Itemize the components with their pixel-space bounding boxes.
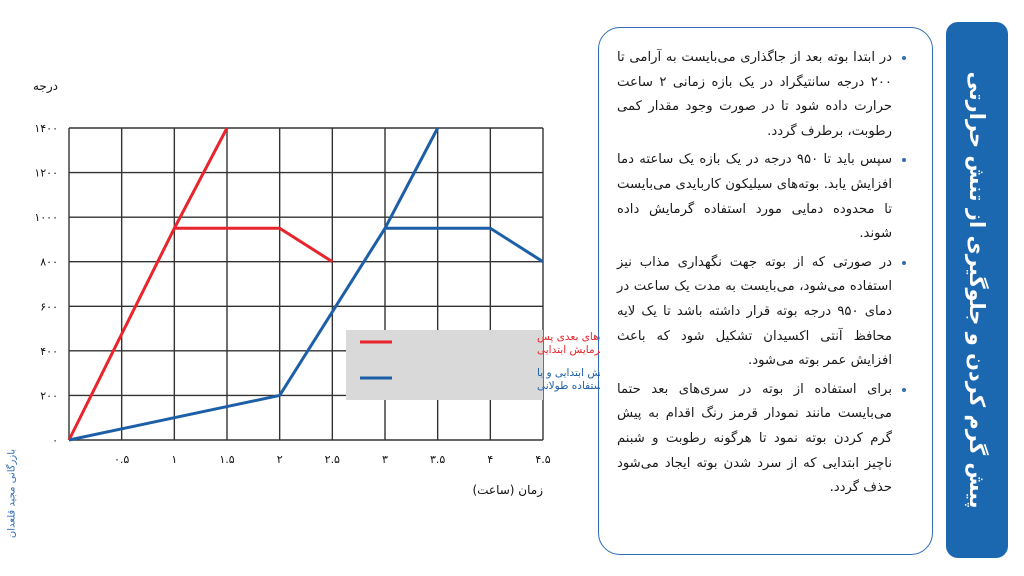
legend-label: در استفاده‌های بعدی پساز پیش گرمایش ابتد…: [537, 331, 600, 356]
y-axis-label: درجه: [33, 79, 58, 94]
y-tick-label: ۱۲۰۰: [34, 167, 58, 180]
bullet-item: در صورتی که از بوته جهت نگهداری مذاب نیز…: [617, 251, 892, 374]
x-tick-label: ۱: [171, 453, 177, 466]
series-branch-1: [173, 127, 229, 229]
bullet-item: برای استفاده از بوته در سری‌های بعد حتما…: [617, 378, 892, 501]
bullet-item: سپس باید تا ۹۵۰ درجه در یک بازه یک ساعته…: [617, 148, 892, 246]
x-tick-label: ۲: [277, 453, 283, 466]
x-tick-label: ۰.۵: [114, 453, 129, 466]
x-tick-label: ۱.۵: [219, 453, 234, 466]
x-tick-label: ۳.۵: [430, 453, 445, 466]
bullet-item: در ابتدا بوته بعد از جاگذاری می‌بایست به…: [617, 46, 892, 144]
page-title: پیش گرم کردن و جلوگیری از تنش حرارتی: [965, 71, 989, 509]
y-tick-label: ۸۰۰: [40, 256, 58, 269]
x-axis-label: زمان (ساعت): [472, 483, 543, 498]
legend-label: پیش گرمایش ابتدایی و یاپس از عدم استفاده…: [537, 366, 600, 392]
series-line-1: [67, 226, 334, 441]
title-banner: پیش گرم کردن و جلوگیری از تنش حرارتی: [946, 22, 1008, 558]
x-tick-label: ۴.۵: [535, 453, 550, 466]
y-tick-label: ۴۰۰: [40, 345, 58, 358]
series-branch-2: [383, 127, 439, 229]
chart: ۰ ۲۰۰ ۴۰۰ ۶۰۰ ۸۰۰ ۱۰۰۰ ۱۲۰۰ ۱۴۰۰ ۰.۵ ۱ ۱.۵ ۲ ۲.۵ ۳ ۳.۵…: [33, 79, 600, 498]
x-tick-label: ۳: [382, 453, 388, 466]
text-panel: در ابتدا بوته بعد از جاگذاری می‌بایست به…: [598, 27, 933, 555]
y-tick-label: ۲۰۰: [40, 389, 58, 402]
y-tick-label: ۱۴۰۰: [34, 122, 58, 135]
series-line-2: [68, 226, 544, 442]
y-tick-label: ۱۰۰۰: [34, 211, 58, 224]
x-tick-label: ۲.۵: [325, 453, 340, 466]
x-tick-label: ۴: [487, 453, 493, 466]
y-tick-label: ۶۰۰: [40, 300, 58, 313]
bullet-list: در ابتدا بوته بعد از جاگذاری می‌بایست به…: [617, 46, 910, 501]
y-tick-label: ۰: [52, 434, 58, 447]
